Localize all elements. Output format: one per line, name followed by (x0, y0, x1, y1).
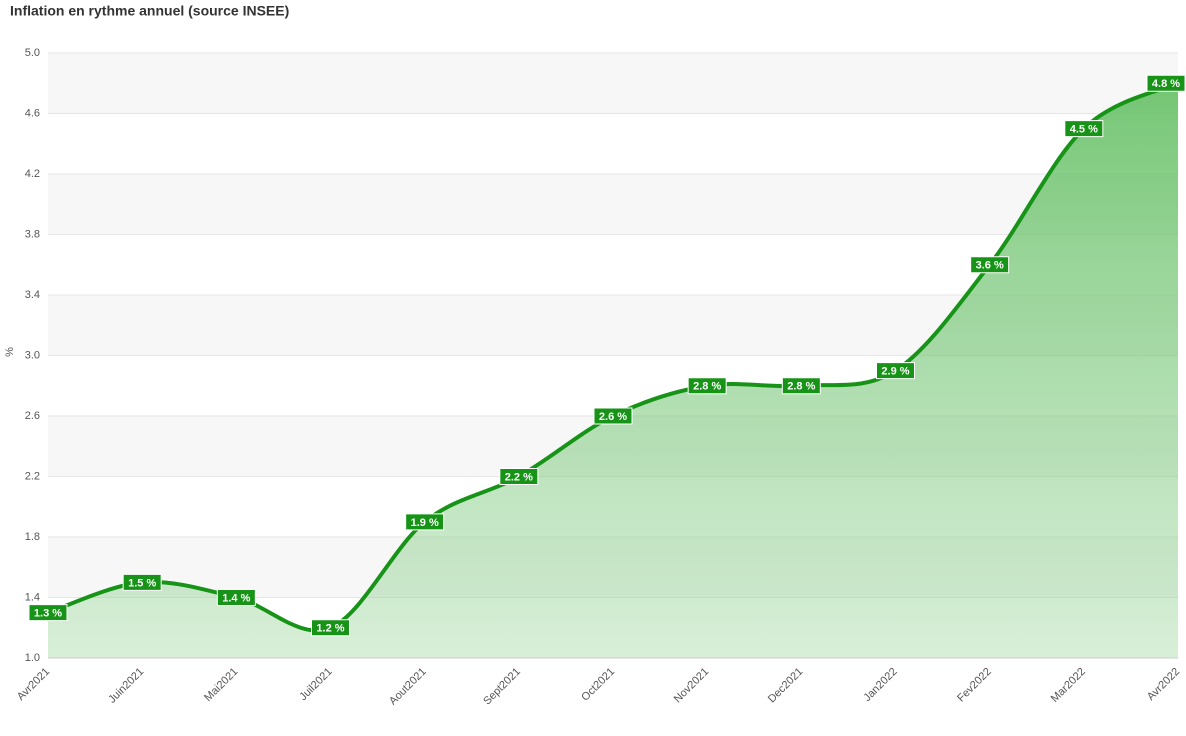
x-tick-label: Avr2021 (15, 666, 52, 703)
y-tick-label: 3.4 (25, 289, 40, 301)
y-tick-label: 3.0 (25, 349, 40, 361)
plot-band (48, 174, 1178, 235)
value-label: 4.5 % (1070, 124, 1098, 136)
x-tick-label: Nov2021 (672, 666, 712, 706)
chart-title: Inflation en rythme annuel (source INSEE… (10, 3, 289, 19)
value-label-box (1064, 120, 1104, 138)
value-label-box (781, 377, 821, 395)
x-tick-label: Oct2021 (579, 666, 617, 704)
y-tick-label: 1.4 (25, 591, 40, 603)
x-tick-label: Mar2022 (1049, 666, 1088, 705)
x-tick-label: Juil2021 (297, 666, 334, 703)
value-label-box (499, 468, 539, 485)
value-label: 3.6 % (976, 260, 1004, 272)
value-label: 4.8 % (1152, 78, 1180, 90)
x-tick-label: Mai2021 (202, 666, 240, 704)
y-tick-label: 3.8 (25, 228, 40, 240)
x-tick-label: Avr2022 (1145, 666, 1182, 703)
y-tick-label: 2.2 (25, 470, 40, 482)
value-label-box (216, 589, 256, 606)
x-tick-label: Dec2021 (766, 666, 806, 706)
y-tick-label: 5.0 (25, 47, 40, 59)
value-label: 2.8 % (693, 381, 721, 393)
value-label-box (970, 256, 1010, 274)
value-label: 1.4 % (222, 592, 250, 604)
x-tick-label: Aout2021 (387, 666, 429, 708)
value-label-box (1146, 74, 1186, 92)
y-tick-label: 4.6 (25, 107, 40, 119)
value-label-box (687, 377, 727, 395)
y-tick-label: 1.8 (25, 531, 40, 543)
value-label-box (876, 362, 915, 380)
plot-band (48, 53, 1178, 114)
plot-band (48, 113, 1178, 174)
value-label-box (593, 407, 633, 425)
y-tick-label: 4.2 (25, 168, 40, 180)
value-label: 2.8 % (787, 381, 815, 393)
value-label-box (28, 604, 68, 622)
value-label-box (122, 573, 162, 591)
value-label: 1.2 % (316, 623, 344, 635)
x-tick-label: Sept2021 (481, 666, 523, 708)
value-label: 2.6 % (599, 411, 627, 423)
value-label: 1.5 % (128, 577, 156, 589)
y-axis-label: % (4, 347, 16, 357)
y-tick-label: 1.0 (25, 652, 40, 664)
area (48, 83, 1178, 658)
x-tick-label: Jan2022 (861, 666, 899, 704)
value-label: 1.9 % (411, 517, 439, 529)
value-label: 2.9 % (881, 366, 909, 378)
x-tick-label: Fev2022 (955, 666, 994, 705)
value-label-box (311, 619, 350, 637)
y-tick-label: 2.6 (25, 410, 40, 422)
x-tick-label: Juin2021 (106, 666, 146, 706)
value-label: 2.2 % (505, 471, 533, 483)
value-label: 1.3 % (34, 608, 62, 620)
value-label-box (405, 513, 445, 531)
